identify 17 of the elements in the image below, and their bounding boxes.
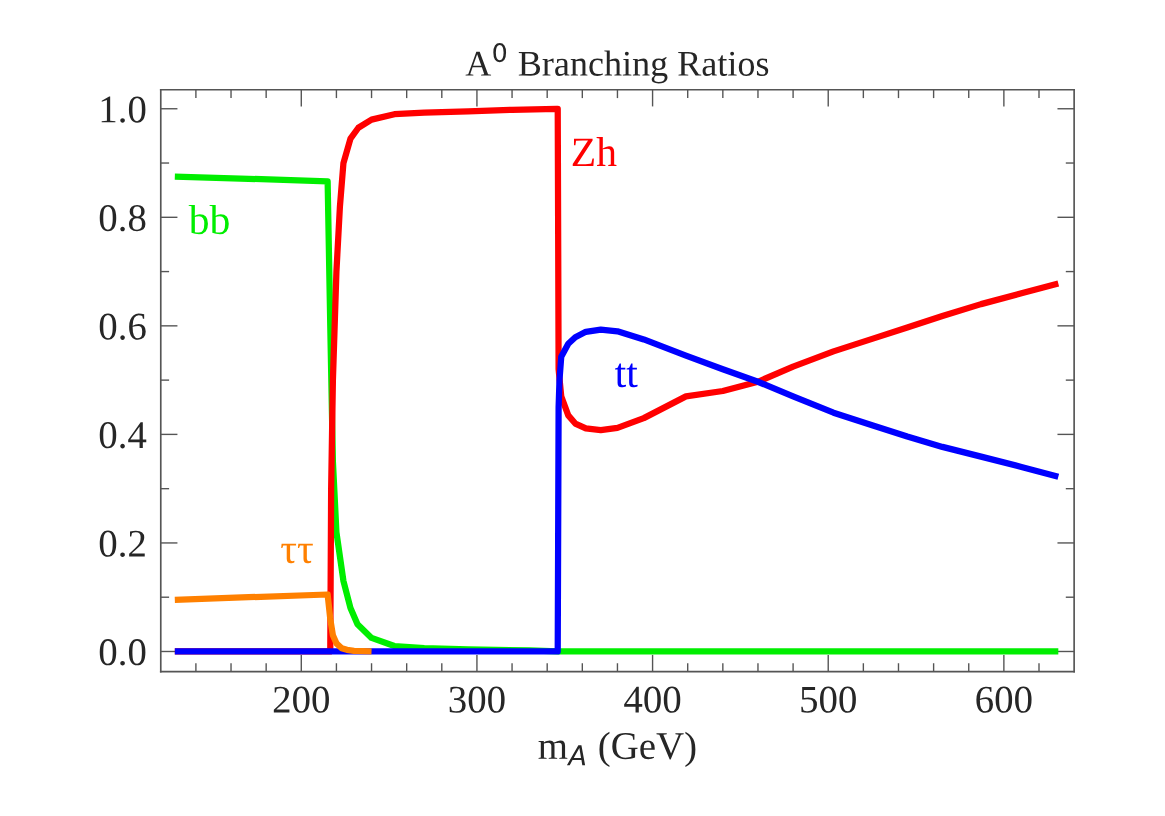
y-tick-label: 0.4 — [99, 422, 147, 449]
chart-title: A$^{0}$ Branching Ratios — [465, 43, 769, 84]
y-tick-label: 0.2 — [99, 530, 145, 557]
y-tick-label: 1.0 — [101, 96, 146, 123]
series-label: Zh — [572, 137, 617, 166]
x-tick-label: 400 — [624, 686, 681, 713]
y-tick-label: 0.6 — [99, 313, 146, 340]
x-tick-label: 200 — [273, 686, 329, 713]
x-tick-label: 600 — [976, 686, 1032, 713]
series-label: bb — [188, 204, 229, 235]
x-tick-label: 500 — [801, 686, 856, 713]
x-tick-label: 300 — [449, 686, 505, 713]
series-label: ττ — [281, 543, 313, 564]
y-tick-label: 0.8 — [99, 204, 146, 232]
y-tick-label: 0.0 — [99, 639, 146, 666]
x-axis-title: m$_{A}$ (GeV) — [538, 731, 696, 768]
series-label: tt — [615, 363, 638, 388]
